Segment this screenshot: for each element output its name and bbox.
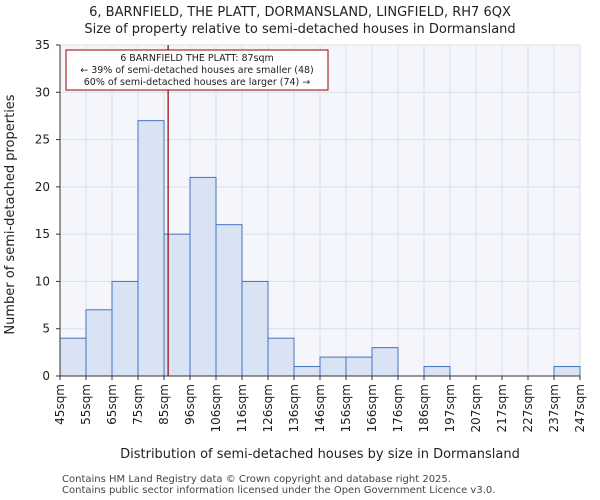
y-ticks: 0 5 10 15 20 25 30 35 [35,38,60,383]
y-tick-label: 0 [42,369,50,383]
x-tick-label: 207sqm [469,384,483,432]
x-tick-label: 217sqm [495,384,509,432]
y-tick-label: 20 [35,180,50,194]
bar [553,366,581,377]
x-tick-label: 126sqm [261,384,275,432]
x-tick-label: 55sqm [79,384,93,425]
bar [59,337,87,377]
annotation-line-3: 60% of semi-detached houses are larger (… [84,77,311,88]
bar [189,176,217,377]
footer-line-1: Contains HM Land Registry data © Crown c… [62,474,451,485]
x-tick-label: 227sqm [521,384,535,432]
y-tick-label: 5 [42,322,50,336]
y-tick-label: 35 [35,38,50,52]
x-tick-label: 156sqm [339,384,353,432]
bar [293,366,321,377]
x-tick-label: 146sqm [313,384,327,432]
chart-title: 6, BARNFIELD, THE PLATT, DORMANSLAND, LI… [89,5,511,20]
x-tick-label: 136sqm [287,384,301,432]
annotation-border [65,49,329,91]
y-tick-label: 25 [35,133,50,147]
x-tick-label: 116sqm [235,384,249,432]
x-tick-label: 186sqm [417,384,431,432]
y-axis-label: Number of semi-detached properties [3,94,18,334]
x-tick-label: 197sqm [443,384,457,432]
bar [137,120,165,377]
x-tick-label: 45sqm [53,384,67,425]
bars [59,120,581,377]
annotation-line-2: ← 39% of semi-detached houses are smalle… [80,65,314,76]
bar [241,280,269,377]
bar [345,356,373,377]
x-tick-label: 237sqm [547,384,561,432]
x-tick-label: 247sqm [573,384,587,432]
bar [319,356,347,377]
annotation-line-1: 6 BARNFIELD THE PLATT: 87sqm [120,53,274,64]
footer-line-2: Contains public sector information licen… [62,485,496,496]
chart-subtitle: Size of property relative to semi-detach… [84,22,516,37]
bar [423,366,451,377]
x-axis-label: Distribution of semi-detached houses by … [120,447,520,462]
y-tick-label: 30 [35,85,50,99]
x-tick-label: 176sqm [391,384,405,432]
bar [267,337,295,377]
x-ticks: 45sqm 55sqm 65sqm 75sqm 85sqm 96sqm 106sqm 116s… [53,376,587,432]
x-tick-label: 106sqm [209,384,223,432]
x-tick-label: 65sqm [105,384,119,425]
bar [85,309,113,377]
bar [111,280,139,377]
bar [215,224,243,377]
y-tick-label: 10 [35,274,50,288]
y-tick-label: 15 [35,227,50,241]
x-tick-label: 166sqm [365,384,379,432]
bar [371,347,399,377]
x-tick-label: 96sqm [183,384,197,425]
x-tick-label: 75sqm [131,384,145,425]
x-tick-label: 85sqm [157,384,171,425]
annotation-box: 6 BARNFIELD THE PLATT: 87sqm ← 39% of se… [65,49,329,91]
